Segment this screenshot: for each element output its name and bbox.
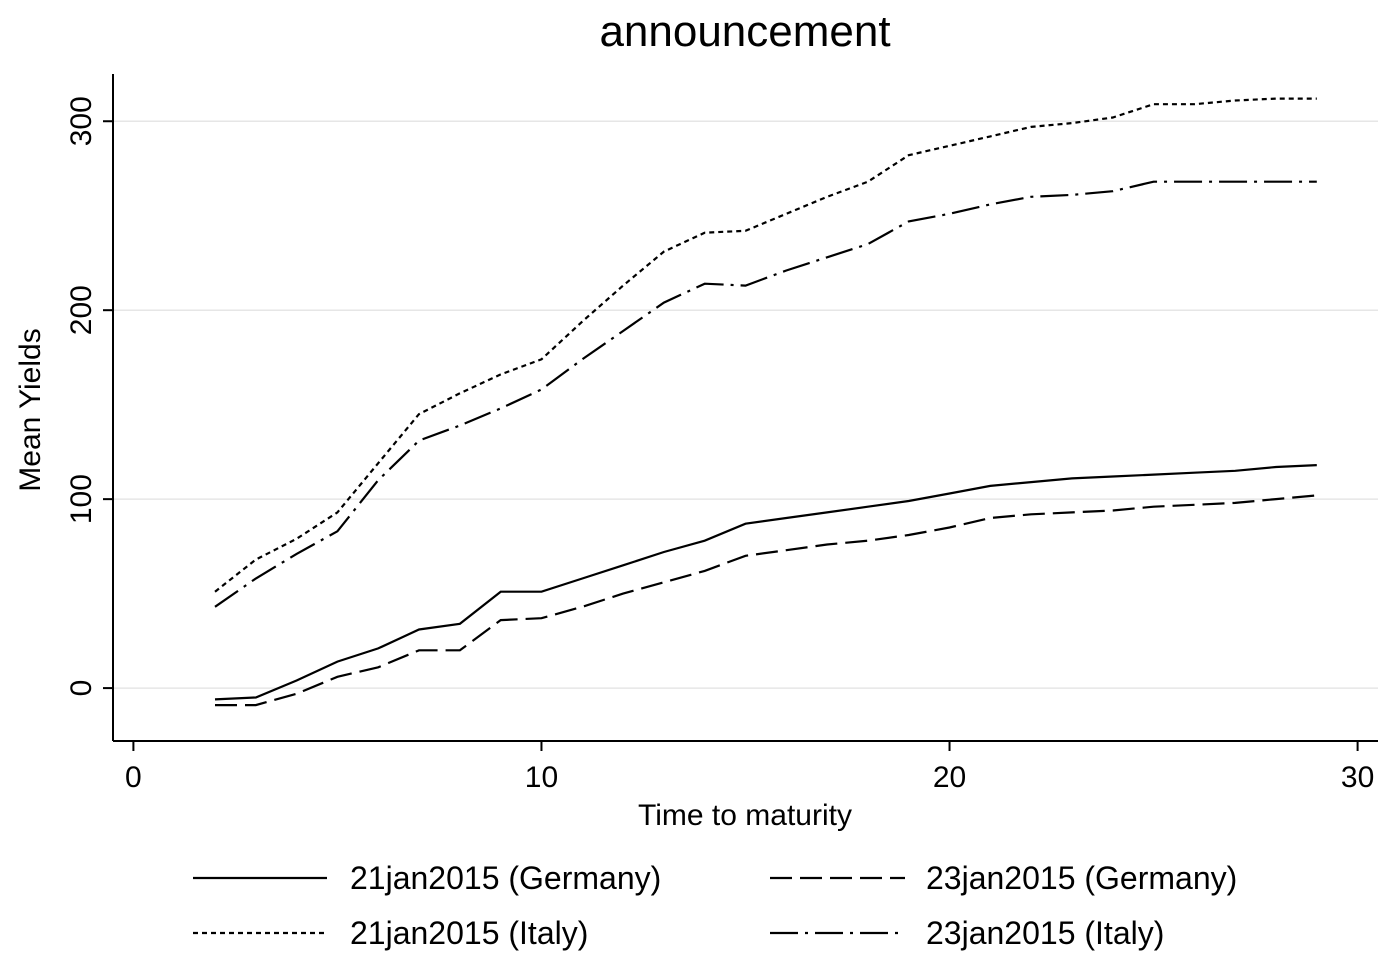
y-axis-label: Mean Yields bbox=[14, 328, 47, 491]
legend-label-1: 21jan2015 (Germany) bbox=[350, 860, 661, 896]
series-group bbox=[214, 97, 1317, 707]
y-tick-label: 200 bbox=[65, 285, 98, 335]
chart-title: announcement bbox=[599, 7, 890, 56]
x-axis-label: Time to maturity bbox=[638, 799, 852, 832]
x-tick-label: 0 bbox=[125, 761, 142, 794]
legend-label-4: 23jan2015 (Italy) bbox=[926, 915, 1164, 951]
series-line-3 bbox=[214, 97, 1317, 593]
ticks: 0 100 200 300 0 10 20 30 bbox=[65, 96, 1374, 794]
legend-label-3: 21jan2015 (Italy) bbox=[350, 915, 588, 951]
series-line-4 bbox=[214, 180, 1317, 608]
y-tick-label: 0 bbox=[65, 680, 98, 697]
axes bbox=[112, 74, 1378, 742]
x-tick-label: 10 bbox=[525, 761, 558, 794]
y-tick-label: 300 bbox=[65, 96, 98, 146]
y-tick-label: 100 bbox=[65, 474, 98, 524]
x-tick-label: 20 bbox=[933, 761, 966, 794]
x-tick-label: 30 bbox=[1341, 761, 1374, 794]
legend-label-2: 23jan2015 (Germany) bbox=[926, 860, 1237, 896]
legend: 21jan2015 (Germany) 23jan2015 (Germany) 21… bbox=[193, 860, 1237, 951]
series-line-1 bbox=[214, 464, 1317, 701]
gridlines bbox=[113, 120, 1378, 689]
series-line-2 bbox=[215, 494, 1317, 707]
